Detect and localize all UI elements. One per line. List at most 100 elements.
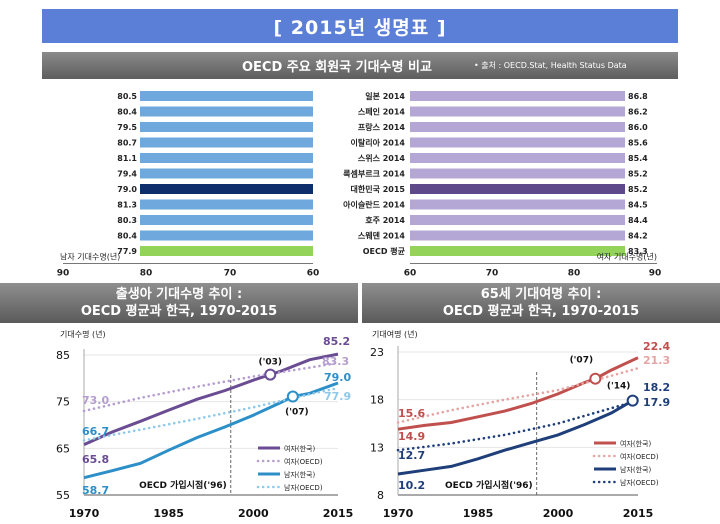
male-bar-value: 80.5: [117, 92, 137, 101]
male-bar-value: 81.3: [117, 201, 137, 210]
country-label: OECD 평균: [363, 246, 406, 256]
y-tick: 55: [56, 489, 70, 502]
male-bar: [140, 168, 313, 179]
value-label: 22.4: [643, 340, 670, 353]
male-bar-value: 80.7: [117, 139, 137, 148]
male-axis-label: 남자 기대수명(년): [60, 252, 120, 262]
country-label: 프랑스 2014: [358, 122, 406, 132]
male-bar: [140, 215, 313, 225]
legend-label: 여자(OECD): [284, 457, 323, 466]
age65-header: 65세 기대여명 추이 : OECD 평균과 한국, 1970-2015: [362, 283, 720, 323]
male-bar-chart: 80.5 80.4 79.5 80.7 81.1 79.4 79.0 81.3 80.3 80.4…: [57, 91, 320, 279]
age65-title-1: 65세 기대여명 추이 :: [480, 287, 602, 302]
country-label: 일본 2014: [365, 91, 405, 101]
female-bar-value: 84.5: [628, 201, 648, 210]
value-label: 18.2: [643, 381, 670, 394]
female-bar: [410, 106, 625, 117]
x-tick: 1985: [153, 507, 184, 520]
female-tick: 80: [568, 269, 581, 279]
female-bar: [410, 168, 625, 179]
milestone-label: ('07): [285, 408, 309, 418]
y-tick: 85: [56, 349, 70, 362]
milestone-label: ('14): [607, 382, 631, 392]
y-tick: 8: [377, 489, 384, 502]
birth-life-title-1: 출생아 기대수명 추이 :: [115, 287, 243, 302]
milestone-marker: [626, 394, 639, 407]
y-axis-label: 기대여명 (년): [372, 329, 418, 339]
x-tick: 1985: [463, 507, 494, 520]
value-label: 12.7: [398, 449, 425, 462]
country-label: 스페인 2014: [358, 107, 406, 117]
bar-charts: 80.5 80.4 79.5 80.7 81.1 79.4 79.0 81.3 80.3 80.4…: [57, 91, 662, 279]
female-bar-value: 85.2: [628, 170, 648, 179]
value-label: 66.7: [82, 425, 109, 438]
male-bar: [140, 230, 313, 241]
x-tick: 1970: [69, 507, 100, 520]
value-label: 10.2: [398, 479, 425, 492]
comparison-header: OECD 주요 회원국 기대수명 비교 • 출처 : OECD.Stat, He…: [42, 52, 678, 79]
value-label: 58.7: [82, 484, 109, 497]
milestone-label: ('07): [570, 356, 594, 366]
male-bar: [140, 153, 313, 163]
y-tick: 13: [370, 441, 384, 454]
female-bar: [410, 230, 625, 241]
series-line: [82, 386, 340, 442]
male-tick: 80: [140, 269, 153, 279]
y-tick: 75: [56, 396, 70, 409]
value-label: 17.9: [643, 396, 670, 409]
female-bar: [410, 215, 625, 225]
x-tick: 2000: [543, 507, 574, 520]
source-note: • 출처 : OECD.Stat, Health Status Data: [474, 61, 627, 70]
y-tick: 18: [370, 394, 384, 407]
male-bar-value: 81.1: [117, 154, 137, 163]
male-bar: [140, 122, 313, 132]
female-bar-value: 86.2: [628, 108, 648, 117]
male-tick: 60: [307, 269, 320, 279]
female-bar: [410, 153, 625, 163]
milestone-marker: [589, 372, 602, 385]
female-tick: 90: [649, 269, 662, 279]
value-label: 21.3: [643, 354, 670, 367]
series-line: [396, 399, 640, 452]
age65-title-2: OECD 평균과 한국, 1970-2015: [442, 304, 640, 319]
female-bar: [410, 91, 625, 101]
birth-life-title-2: OECD 평균과 한국, 1970-2015: [80, 304, 278, 319]
male-bar-value: 79.4: [117, 170, 137, 179]
female-bar-value: 84.4: [628, 216, 648, 225]
country-label: 스웨덴 2014: [358, 231, 406, 241]
female-tick: 70: [486, 269, 499, 279]
value-label: 79.0: [324, 371, 351, 384]
country-label: 아이슬란드 2014: [343, 200, 405, 210]
series-line: [82, 361, 340, 413]
value-label: 65.8: [82, 453, 109, 466]
milestone-label: ('03): [259, 358, 283, 368]
series-line: [397, 396, 639, 476]
value-label: 73.0: [82, 394, 109, 407]
value-label: 14.9: [398, 430, 425, 443]
oecd-join-annotation: OECD 가입시점('96): [445, 479, 533, 491]
female-bar-value: 85.2: [628, 185, 648, 194]
x-tick: 2000: [238, 507, 269, 520]
female-bar: [410, 184, 625, 194]
male-bar-value: 80.3: [117, 216, 137, 225]
country-label: 이탈리아 2014: [351, 138, 406, 148]
series-line: [396, 366, 640, 424]
value-label: 83.3: [322, 355, 349, 368]
legend-label: 여자(한국): [284, 444, 315, 453]
y-tick: 65: [56, 442, 70, 455]
x-tick: 2015: [323, 507, 354, 520]
male-bar: [140, 91, 313, 101]
male-bar: [140, 137, 313, 148]
value-label: 85.2: [323, 335, 350, 348]
milestone-marker: [264, 368, 277, 381]
female-tick: 60: [404, 269, 417, 279]
female-bar-value: 84.2: [628, 232, 648, 241]
x-tick: 1970: [383, 507, 414, 520]
y-tick: 23: [370, 346, 384, 359]
legend-label: 남자(한국): [284, 470, 315, 479]
male-tick: 70: [224, 269, 237, 279]
male-bar: [140, 184, 313, 194]
value-label: 77.9: [324, 390, 351, 403]
female-bar-value: 83.3: [628, 247, 648, 256]
male-bar-value: 80.4: [117, 108, 137, 117]
